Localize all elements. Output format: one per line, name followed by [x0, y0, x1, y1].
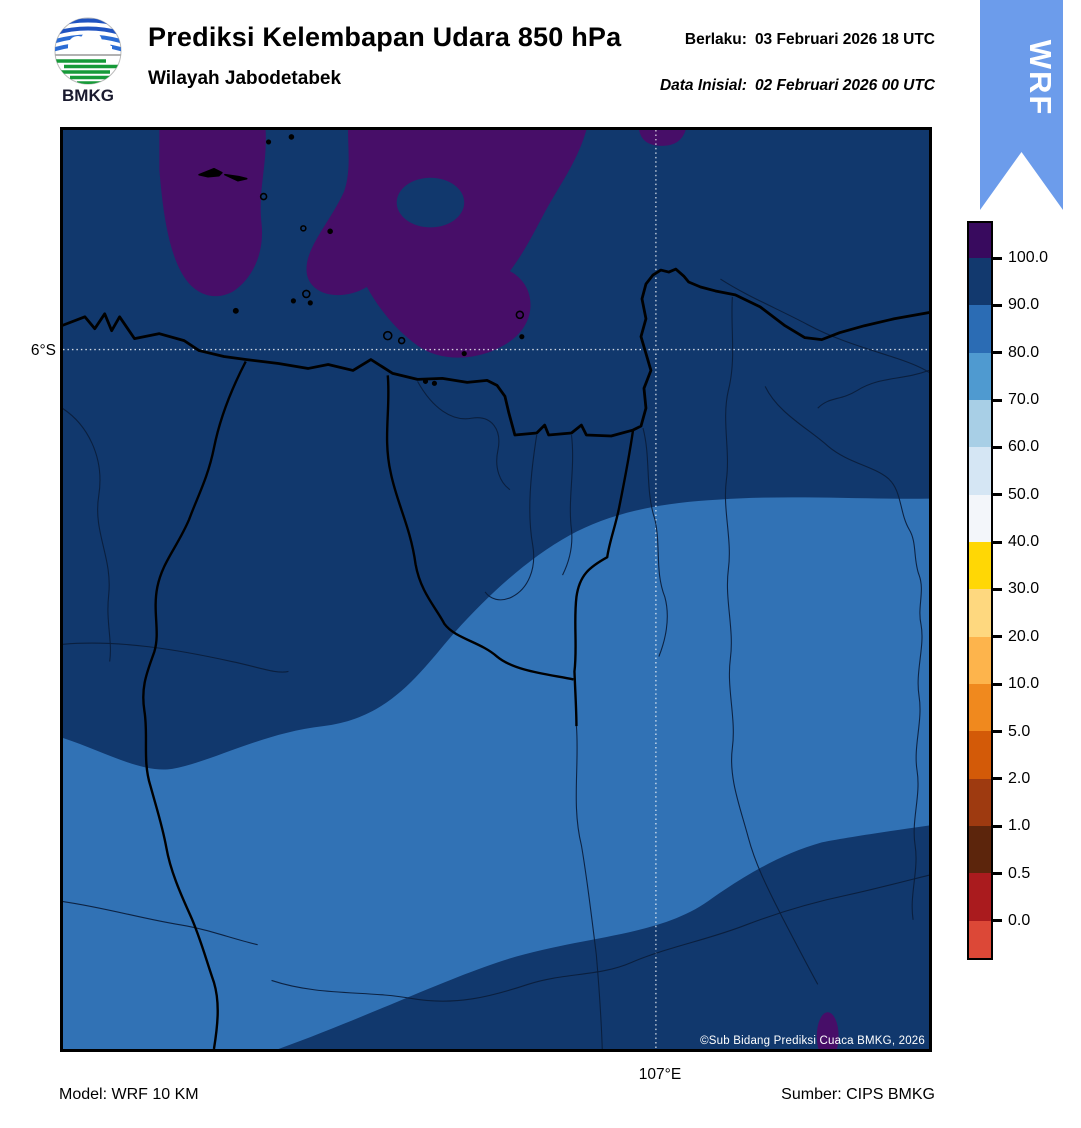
rh-over-100-regions — [159, 130, 839, 1049]
wrf-ribbon-text: WRF — [1023, 40, 1058, 117]
admin-boundaries-thick — [142, 360, 635, 1049]
colorbar-tick-mark — [993, 682, 1002, 686]
colorbar-segment — [969, 305, 991, 353]
colorbar-tick-label: 100.0 — [1008, 249, 1049, 266]
init-time: Data Inisial: 02 Februari 2026 00 UTC — [660, 77, 935, 95]
colorbar-tick-mark — [993, 540, 1002, 544]
admin-boundaries-thin — [63, 278, 929, 1049]
colorbar-tick-label: 10.0 — [1008, 675, 1040, 693]
colorbar-segment — [969, 223, 991, 258]
colorbar-segment — [969, 920, 991, 958]
coastline — [63, 267, 929, 438]
forecast-map: ©Sub Bidang Prediksi Cuaca BMKG, 2026 — [60, 127, 932, 1052]
colorbar-segment — [969, 731, 991, 779]
colorbar: 100.0 90.0 80.0 70.0 60.0 50.0 40.0 30.0 20.0 10.… — [967, 221, 1077, 966]
colorbar-tick-mark — [993, 398, 1002, 402]
lon-axis-tick: 107°E — [638, 1066, 682, 1083]
colorbar-tick-mark — [993, 493, 1002, 497]
islands — [198, 134, 525, 386]
colorbar-segment — [969, 400, 991, 448]
colorbar-segment — [969, 494, 991, 543]
colorbar-scale — [967, 221, 993, 960]
colorbar-segment — [969, 636, 991, 685]
bmkg-logo-icon — [54, 17, 122, 85]
colorbar-segment — [969, 826, 991, 874]
bmkg-logo: BMKG — [50, 10, 126, 106]
colorbar-tick-mark — [993, 635, 1002, 639]
colorbar-tick-label: 80.0 — [1008, 343, 1040, 361]
colorbar-tick-label: 5.0 — [1008, 722, 1031, 740]
colorbar-tick-mark — [993, 256, 1002, 260]
colorbar-tick-label: 0.5 — [1008, 864, 1031, 882]
colorbar-tick-mark — [993, 872, 1002, 876]
colorbar-segment — [969, 447, 991, 495]
page-title: Prediksi Kelembapan Udara 850 hPa — [148, 22, 622, 52]
colorbar-segment — [969, 589, 991, 637]
colorbar-tick-mark — [993, 730, 1002, 734]
colorbar-segment — [969, 258, 991, 306]
colorbar-segment — [969, 778, 991, 827]
valid-time-value: 03 Februari 2026 18 UTC — [754, 31, 935, 48]
init-time-label: Data Inisial: — [659, 77, 747, 94]
wrf-ribbon: WRF — [980, 0, 1063, 210]
colorbar-tick-label: 0.0 — [1008, 911, 1031, 929]
init-time-value: 02 Februari 2026 00 UTC — [754, 77, 935, 94]
bmkg-logo-text: BMKG — [62, 86, 114, 105]
colorbar-tick-label: 70.0 — [1008, 391, 1040, 409]
graticule — [63, 130, 929, 1049]
colorbar-tick-mark — [993, 824, 1002, 828]
colorbar-tick-mark — [993, 445, 1002, 449]
colorbar-tick-mark — [993, 351, 1002, 355]
forecast-map-canvas — [63, 130, 929, 1049]
colorbar-segment — [969, 684, 991, 732]
colorbar-tick-label: 1.0 — [1008, 817, 1031, 835]
colorbar-segment — [969, 873, 991, 921]
colorbar-tick-label: 30.0 — [1008, 580, 1040, 598]
rh-90-100-inlier — [396, 177, 465, 228]
colorbar-tick-mark — [993, 303, 1002, 307]
colorbar-segment — [969, 542, 991, 590]
source-info: Sumber: CIPS BMKG — [781, 1086, 935, 1103]
colorbar-tick-label: 60.0 — [1008, 438, 1040, 456]
colorbar-tick-label: 90.0 — [1008, 296, 1040, 314]
valid-time: Berlaku: 03 Februari 2026 18 UTC — [685, 31, 935, 49]
model-info: Model: WRF 10 KM — [59, 1086, 199, 1103]
colorbar-tick-label: 50.0 — [1008, 485, 1040, 503]
page-subtitle: Wilayah Jabodetabek — [148, 68, 342, 89]
colorbar-tick-mark — [993, 777, 1002, 781]
rh-80-90-region — [63, 497, 929, 1049]
colorbar-tick-label: 40.0 — [1008, 533, 1040, 551]
colorbar-tick-label: 2.0 — [1008, 769, 1031, 787]
lat-axis-tick: 6°S — [30, 342, 56, 359]
colorbar-segment — [969, 352, 991, 401]
colorbar-tick-label: 20.0 — [1008, 627, 1040, 645]
valid-time-label: Berlaku: — [684, 31, 747, 48]
copyright-note: ©Sub Bidang Prediksi Cuaca BMKG, 2026 — [700, 1035, 925, 1047]
colorbar-tick-mark — [993, 587, 1002, 591]
colorbar-tick-mark — [993, 919, 1002, 923]
